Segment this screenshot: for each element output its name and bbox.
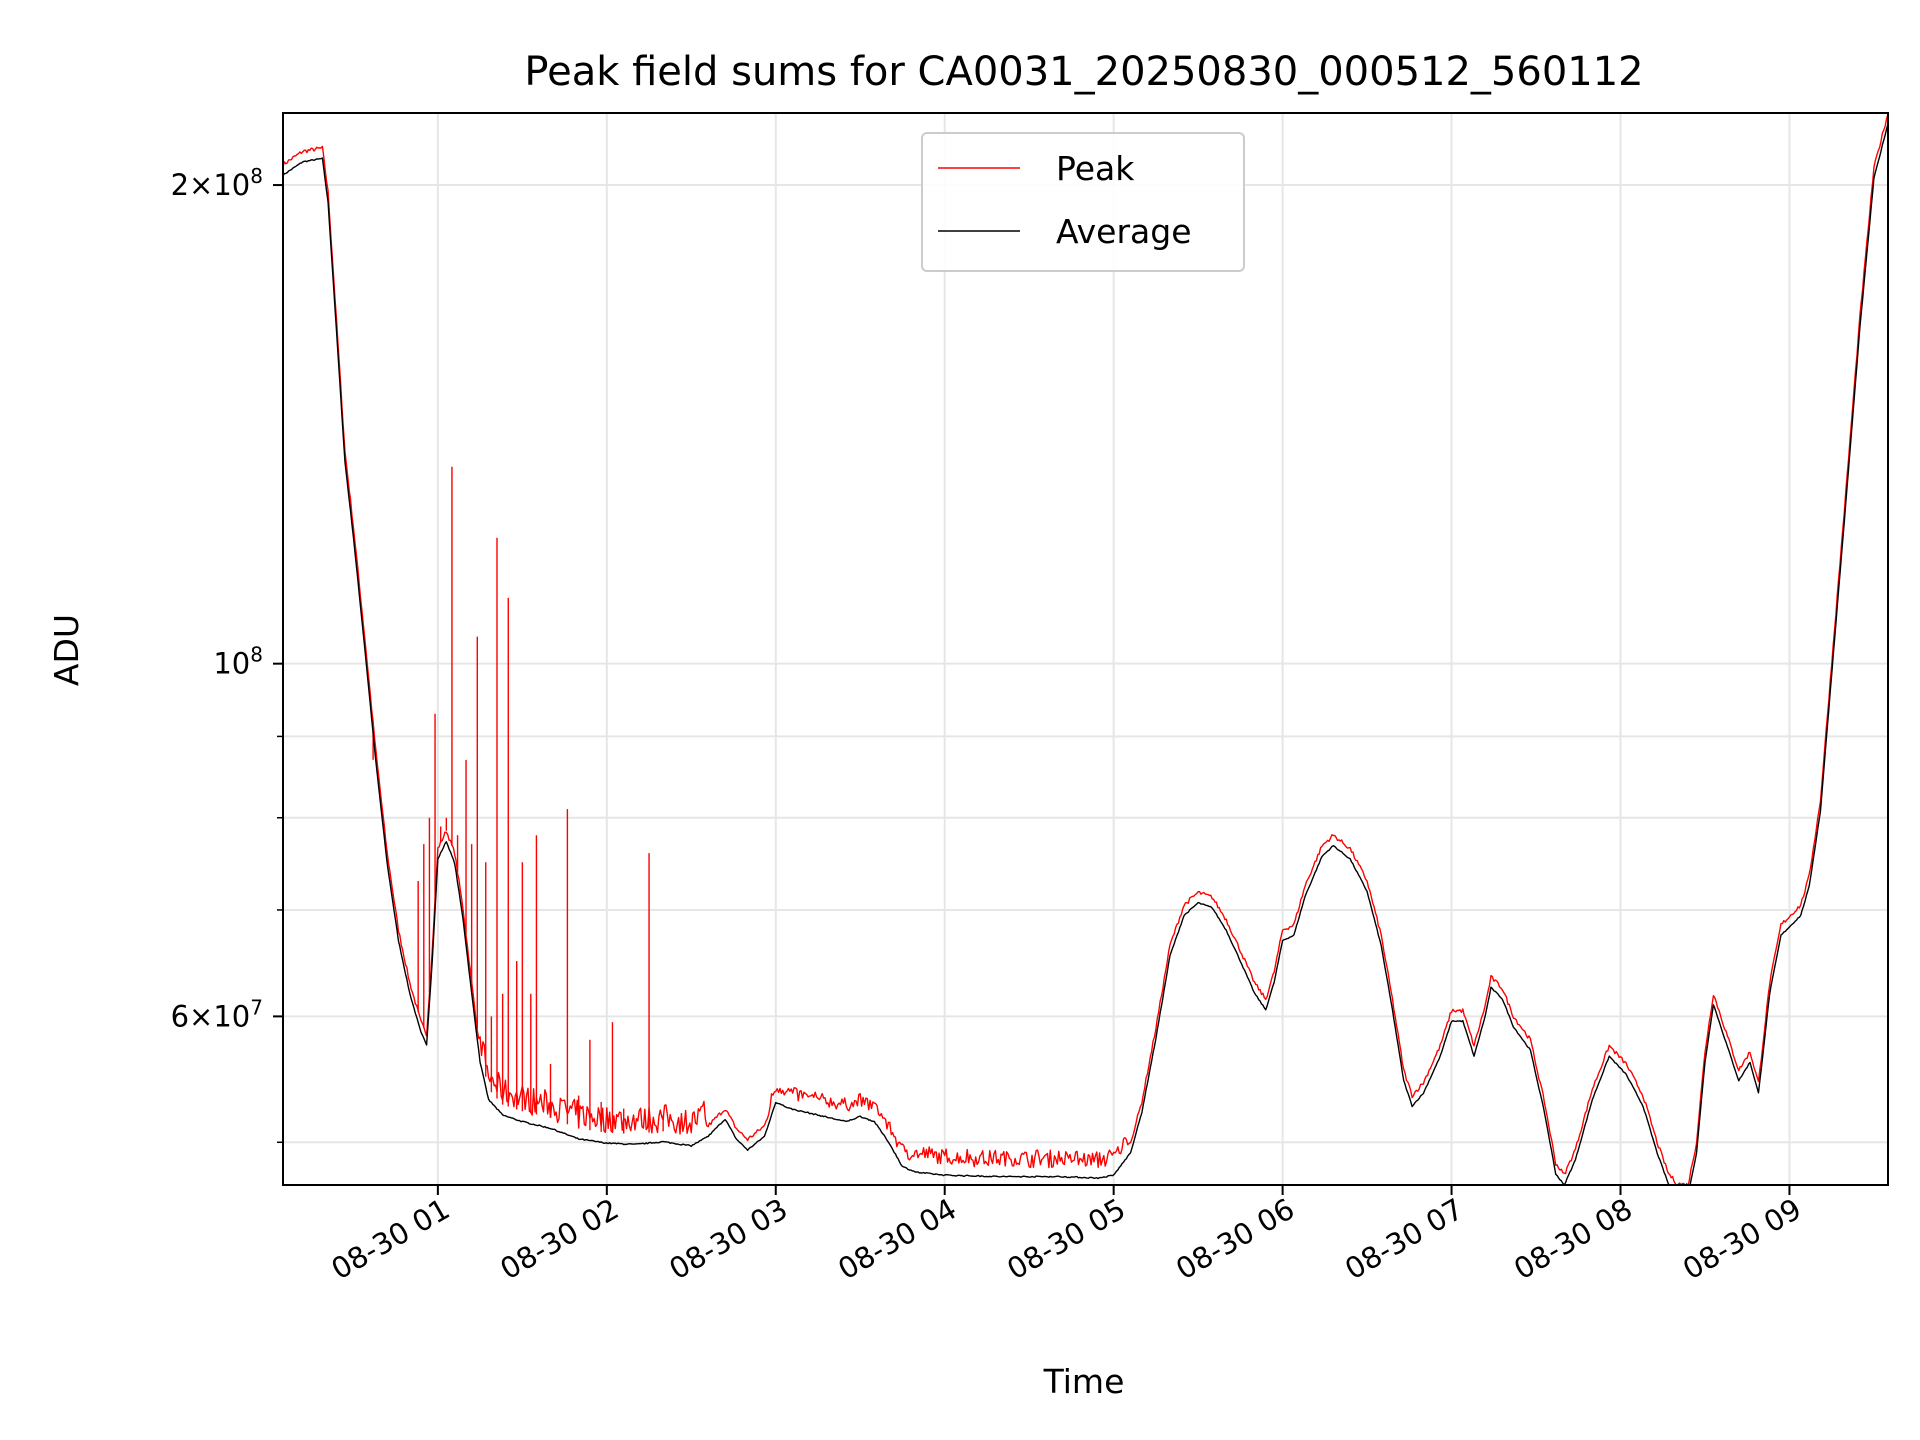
- plot-frame: [282, 112, 1889, 1186]
- legend: Peak Average: [921, 132, 1245, 272]
- legend-label-peak: Peak: [1056, 149, 1135, 188]
- series-layer: [283, 113, 1888, 1185]
- y-tick-label: 108: [213, 643, 263, 681]
- y-tick-label: 6×107: [171, 995, 263, 1033]
- y-axis-title: ADU: [47, 614, 86, 686]
- series-line-average: [283, 123, 1888, 1185]
- x-axis-title: Time: [1043, 1362, 1125, 1401]
- series-line-peak: [283, 113, 1888, 1185]
- y-tick-label: 2×108: [171, 164, 263, 202]
- plot-area: [283, 113, 1888, 1185]
- chart-title: Peak field sums for CA0031_20250830_0005…: [524, 49, 1643, 95]
- legend-label-average: Average: [1056, 212, 1192, 251]
- y-axis: 2×108 108 6×107: [171, 164, 283, 1144]
